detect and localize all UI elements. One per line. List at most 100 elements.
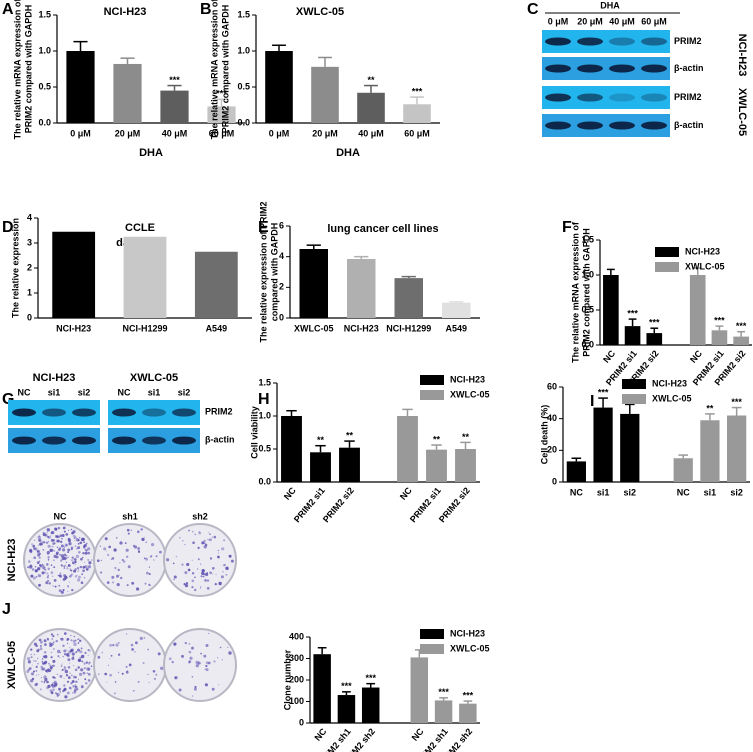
error-bar — [402, 408, 413, 416]
y-tick-label: 0.0 — [237, 117, 250, 127]
error-bar — [715, 325, 724, 331]
y-tick-label: 0.0 — [258, 476, 271, 486]
x-tick-label: 0 μM — [269, 128, 290, 138]
y-tick-label: 100 — [289, 696, 304, 706]
blot-band — [545, 64, 571, 73]
blot-band — [172, 408, 196, 417]
bar — [66, 51, 95, 123]
y-tick-label: 1.5 — [38, 9, 51, 19]
y-axis-label: Cell death (%) — [539, 405, 549, 465]
significance: *** — [216, 89, 227, 99]
x-tick-label: 40 μM — [358, 128, 384, 138]
legend-label: NCI-H23 — [450, 374, 485, 384]
blot-band — [577, 37, 603, 46]
error-bar — [705, 413, 715, 421]
y-tick-label: 1 — [27, 287, 32, 297]
legend-swatch — [655, 262, 679, 272]
significance: *** — [365, 673, 376, 683]
y-tick-label: 0 — [299, 717, 304, 727]
x-tick-label: XWLC-05 — [294, 323, 334, 333]
x-tick-label: NCI-H1299 — [122, 323, 167, 333]
legend-label: XWLC-05 — [685, 261, 725, 271]
legend-swatch — [420, 644, 444, 654]
error-bar — [678, 454, 689, 459]
y-axis-label: compared with GAPDH — [269, 223, 279, 322]
bar — [646, 333, 663, 345]
x-tick-label: si2 — [624, 487, 637, 497]
bar — [52, 231, 96, 318]
error-bar — [606, 268, 615, 275]
error-bar — [650, 327, 659, 334]
blot-row-label: β-actin — [205, 434, 235, 444]
significance: *** — [649, 318, 660, 328]
y-tick-label: 0.5 — [237, 81, 250, 91]
error-bar — [214, 98, 229, 107]
significance: ** — [706, 403, 714, 413]
blot-band — [142, 408, 166, 417]
y-axis-label: Cell viability — [249, 406, 259, 459]
x-axis-label: DHA — [336, 147, 360, 159]
y-tick-label: 1.5 — [237, 9, 250, 19]
error-bar — [306, 244, 321, 249]
significance: *** — [598, 387, 609, 397]
blot-strip — [542, 114, 670, 137]
blot-strip — [542, 86, 670, 109]
blot-band — [72, 408, 96, 417]
y-tick-label: 1.5 — [581, 234, 594, 244]
lane-label: 0 μM — [548, 16, 569, 26]
blot-band — [577, 64, 603, 73]
error-bar — [315, 444, 326, 453]
y-tick-label: 0 — [552, 476, 557, 486]
blot-strip — [542, 30, 670, 53]
x-tick-label: NC — [410, 726, 426, 743]
bar — [310, 452, 331, 482]
x-tick-label: 60 μM — [209, 128, 235, 138]
legend-swatch — [622, 379, 646, 389]
significance: *** — [736, 321, 747, 331]
x-tick-label: NC — [677, 487, 690, 497]
blot-band — [545, 93, 571, 102]
chart-title: lung cancer cell lines — [327, 223, 438, 235]
x-tick-label: 0 μM — [70, 128, 91, 138]
lane-label: si2 — [78, 387, 91, 397]
y-tick-label: 0.0 — [581, 339, 594, 349]
significance: *** — [438, 687, 449, 697]
error-bar — [73, 40, 88, 51]
lane-label: si2 — [178, 387, 191, 397]
panel-label: H — [258, 391, 270, 408]
x-tick-label: NC — [282, 485, 298, 502]
legend-label: NCI-H23 — [685, 246, 720, 256]
blot-band — [609, 93, 635, 102]
bar — [339, 447, 360, 482]
bar — [700, 420, 720, 482]
lane-label: si1 — [148, 387, 161, 397]
x-tick-label: NC — [398, 485, 414, 502]
chart-title: CCLE — [125, 222, 155, 234]
significance: *** — [341, 681, 352, 691]
bar — [727, 415, 747, 482]
cell-line-label: NCI-H23 — [736, 34, 748, 77]
bar — [265, 51, 293, 123]
error-bar — [318, 56, 332, 67]
bar — [593, 407, 613, 482]
bar — [299, 249, 328, 318]
bar — [397, 416, 418, 482]
legend-label: XWLC-05 — [652, 393, 692, 403]
significance: ** — [433, 434, 441, 444]
error-bar — [439, 697, 448, 701]
significance: *** — [731, 397, 742, 407]
panel-label: I — [590, 393, 594, 410]
error-bar — [342, 691, 351, 696]
blot-band — [172, 436, 196, 445]
y-tick-label: 300 — [289, 653, 304, 663]
column-label: NC — [54, 511, 67, 521]
bar — [733, 336, 749, 345]
y-tick-label: 1.0 — [38, 45, 51, 55]
legend-label: NCI-H23 — [450, 628, 485, 638]
bar — [673, 458, 693, 482]
bar — [281, 416, 302, 482]
legend-label: XWLC-05 — [450, 643, 490, 653]
bar — [403, 104, 431, 123]
x-tick-label: A549 — [206, 323, 228, 333]
